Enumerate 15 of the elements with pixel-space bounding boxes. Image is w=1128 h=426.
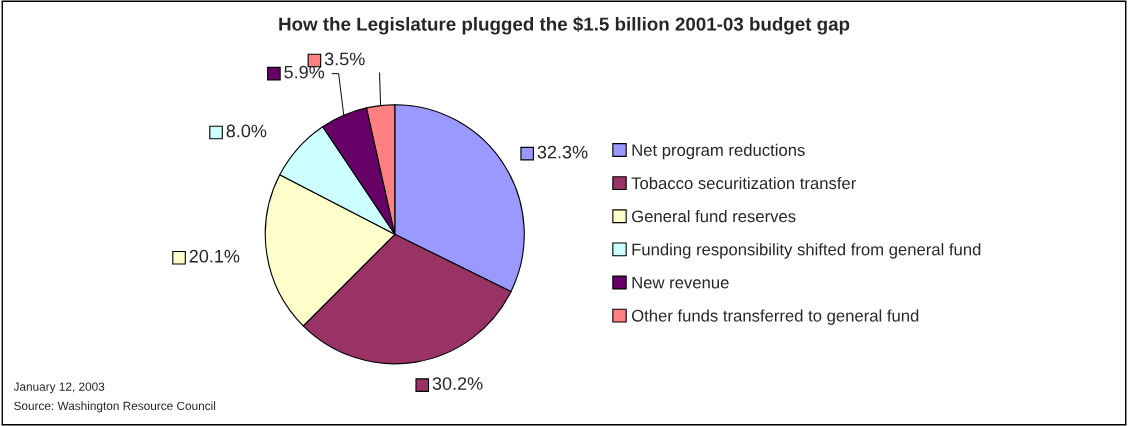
legend-label: Funding responsibility shifted from general fund xyxy=(632,243,981,259)
data-label: 5.9% xyxy=(284,65,325,79)
data-label: 8.0% xyxy=(226,124,267,138)
data-label: 30.2% xyxy=(432,377,483,390)
data-label: 32.3% xyxy=(537,145,588,159)
legend-label: General fund reserves xyxy=(632,210,796,223)
legend-label: Tobacco securitization transfer xyxy=(631,176,856,190)
text: January 12, 2003 xyxy=(13,382,105,394)
chart-title: How the Legislature plugged the $1.5 billion 2001-03 budget gap xyxy=(279,16,850,35)
data-label: 20.1% xyxy=(189,249,240,263)
legend-label: Net program reductions xyxy=(632,143,805,160)
legend-label: Other funds transferred to general fund xyxy=(631,309,919,325)
legend-label: New revenue xyxy=(632,276,729,289)
data-label: 3.5% xyxy=(324,52,365,66)
source-note: Source: Washington Resource Council xyxy=(14,401,216,413)
